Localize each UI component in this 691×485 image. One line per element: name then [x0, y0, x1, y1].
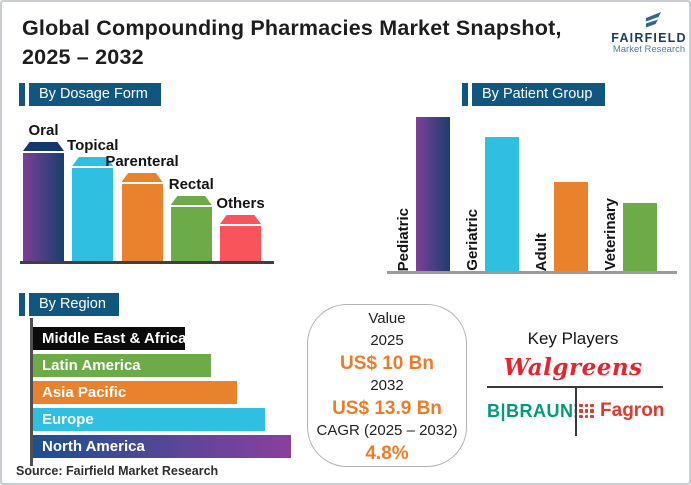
- dosage-bar-cap: [121, 173, 163, 182]
- cagr-value: 4.8%: [365, 443, 409, 464]
- year-2025-label: 2025: [370, 332, 404, 349]
- fagron-logo: Fagron: [600, 400, 665, 421]
- region-bar: Middle East & Africa: [33, 327, 187, 350]
- section-header-patient-group: By Patient Group: [462, 83, 606, 106]
- dosage-bar-cap: [220, 215, 261, 224]
- fairfield-logo: FAIRFIELD Market Research: [606, 12, 689, 55]
- patient-bar-group: Adult: [533, 182, 588, 271]
- logo-tagline-text: Market Research: [612, 44, 686, 55]
- region-bar-label: North America: [42, 438, 145, 455]
- key-players-panel: Key Players Walgreens B|BRAUN Fagron: [467, 329, 679, 436]
- dosage-form-bar-chart: Oral Topical Parenteral Rectal Others: [20, 117, 274, 264]
- dosage-bar-group: Topical: [67, 137, 118, 261]
- logo-brand-text: FAIRFIELD: [611, 31, 687, 45]
- dosage-bar-group: Others: [216, 195, 265, 261]
- region-bar: North America: [33, 435, 291, 458]
- region-bar-label: Latin America: [42, 357, 141, 374]
- value-2025: US$ 10 Bn: [340, 353, 434, 374]
- section-accent-bar: [19, 83, 25, 106]
- dosage-bar-cap: [23, 142, 64, 151]
- patient-bar-group: Geriatric: [464, 137, 519, 271]
- divider-vertical-line: [575, 388, 577, 436]
- region-bar-label: Middle East & Africa: [42, 330, 187, 347]
- patient-bar: [416, 117, 450, 271]
- value-label: Value: [368, 310, 406, 327]
- dosage-bar-label: Rectal: [168, 176, 214, 193]
- key-players-divider: B|BRAUN Fagron: [487, 386, 665, 436]
- patient-bar-group: Pediatric: [395, 117, 450, 271]
- section-label: By Patient Group: [472, 83, 606, 106]
- dosage-bar-cap: [170, 196, 212, 205]
- dosage-bar-group: Oral: [23, 122, 64, 261]
- region-bar: Latin America: [33, 354, 211, 377]
- page-title: Global Compounding Pharmacies Market Sna…: [22, 16, 562, 69]
- patient-bar-label: Veterinary: [602, 198, 619, 271]
- dosage-bar-label: Others: [216, 195, 265, 212]
- market-value-card: Value 2025 US$ 10 Bn 2032 US$ 13.9 Bn CA…: [307, 304, 467, 467]
- section-accent-bar: [462, 83, 468, 106]
- patient-group-bar-chart: Pediatric Geriatric Adult Veterinary: [387, 112, 677, 274]
- walgreens-logo: Walgreens: [503, 354, 643, 381]
- patient-bar-group: Veterinary: [602, 198, 657, 271]
- dosage-bar-group: Parenteral: [105, 153, 179, 261]
- patient-bar: [554, 182, 588, 271]
- dosage-bar-label: Parenteral: [105, 153, 179, 170]
- fairfield-logo-icon: [646, 12, 661, 28]
- key-players-heading: Key Players: [527, 329, 619, 348]
- section-label: By Region: [29, 293, 119, 316]
- patient-bar: [485, 137, 519, 271]
- section-accent-bar: [19, 293, 25, 316]
- year-2032-label: 2032: [370, 377, 404, 394]
- region-bar-label: Europe: [42, 411, 94, 428]
- cagr-label: CAGR (2025 – 2032): [316, 422, 458, 439]
- region-bar-label: Asia Pacific: [42, 384, 127, 401]
- dosage-bar-cap: [72, 157, 114, 166]
- section-label: By Dosage Form: [29, 83, 161, 106]
- dosage-bar-group: Rectal: [169, 176, 214, 261]
- patient-bar: [623, 203, 657, 271]
- patient-bar-label: Geriatric: [464, 209, 481, 271]
- dosage-bar-label: Oral: [28, 122, 59, 139]
- source-note: Source: Fairfield Market Research: [16, 464, 219, 478]
- dosage-bar: [170, 207, 212, 261]
- region-bar: Asia Pacific: [33, 381, 237, 404]
- patient-bar-label: Adult: [533, 232, 550, 271]
- section-header-region: By Region: [19, 293, 119, 316]
- dosage-bar: [72, 168, 114, 261]
- section-header-dosage-form: By Dosage Form: [19, 83, 161, 106]
- patient-bar-label: Pediatric: [395, 207, 412, 271]
- region-bar: Europe: [33, 408, 265, 431]
- region-bar-chart: Middle East & Africa Latin America Asia Pa…: [30, 318, 292, 466]
- dosage-bar: [220, 226, 261, 261]
- bbraun-logo: B|BRAUN: [487, 400, 574, 421]
- dosage-bar: [121, 184, 163, 261]
- value-2032: US$ 13.9 Bn: [332, 398, 442, 419]
- dosage-bar: [23, 153, 64, 261]
- dosage-bar-label: Topical: [67, 137, 119, 154]
